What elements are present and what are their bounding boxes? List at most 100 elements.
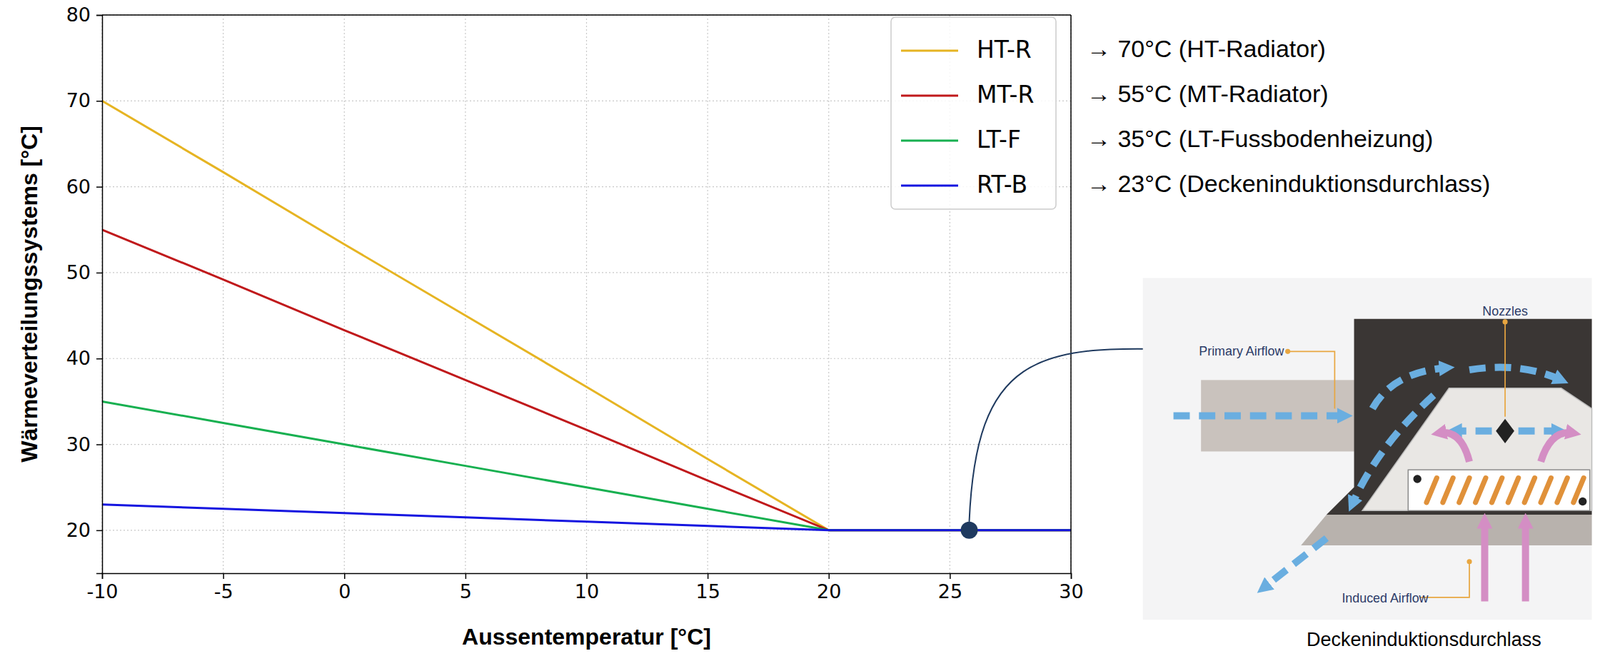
grid-line-y	[102, 358, 1071, 360]
legend-label: RT-B	[976, 170, 1028, 199]
grid-line-x	[828, 14, 829, 574]
legend-box	[891, 17, 1056, 210]
coil-fin	[1426, 478, 1437, 503]
diagram: Primary AirflowNozzlesInduced Airflow	[1143, 277, 1593, 620]
series-line	[102, 229, 1071, 531]
grid-line-x	[222, 14, 224, 574]
tick-label: 30	[66, 433, 91, 456]
tick-mark	[96, 186, 103, 188]
tick-label: 20	[66, 519, 91, 542]
legend-swatch	[901, 49, 959, 53]
label-leader	[1287, 351, 1336, 409]
leader-dot	[1502, 319, 1508, 325]
series-line	[102, 401, 1071, 530]
coil-fin	[1491, 478, 1502, 503]
induced-arrow	[1522, 521, 1530, 602]
coil-fin	[1507, 478, 1518, 503]
tick: 10	[574, 573, 600, 603]
grid	[102, 14, 1071, 574]
tick: 80	[66, 3, 103, 26]
airflow-arrow	[1173, 411, 1346, 420]
legend: HT-R MT-R LT-F RT-B	[891, 17, 1056, 210]
diagram-background	[1143, 277, 1593, 620]
tick: 60	[66, 175, 103, 198]
tick-mark	[96, 358, 103, 360]
tick: 20	[816, 573, 842, 603]
tick-mark	[1070, 573, 1073, 580]
coil-pipe	[1578, 497, 1587, 506]
grid-line-y	[102, 444, 1071, 445]
highlight-point	[960, 521, 979, 540]
tick: 20	[66, 519, 103, 542]
y-axis-title: Wärmeverteilungssystems [°C]	[16, 125, 43, 463]
coil-fin	[1442, 478, 1453, 503]
label-leader	[1504, 321, 1506, 417]
tick-mark	[465, 573, 467, 580]
tick-mark	[96, 272, 103, 275]
axis-line	[102, 574, 1072, 580]
legend-label: MT-R	[976, 80, 1034, 109]
tick-label: 15	[695, 580, 720, 603]
tick-mark	[96, 444, 103, 446]
housing-inner	[1362, 388, 1593, 512]
airflow-arrow	[1518, 427, 1560, 435]
tick-mark	[96, 530, 103, 532]
coil	[1407, 469, 1590, 511]
tick-label: 20	[816, 580, 842, 603]
tick-label: 25	[938, 580, 963, 603]
coil-fin	[1459, 478, 1470, 503]
tick-mark	[96, 14, 103, 17]
tick-label: 40	[66, 346, 91, 370]
series-line	[102, 504, 1071, 531]
coil-fin	[1540, 478, 1551, 503]
tick-label: -5	[214, 580, 234, 603]
tick: 40	[66, 346, 103, 370]
tick: 5	[459, 573, 472, 603]
grid-line-x	[1070, 14, 1071, 574]
induced-arrow	[1540, 432, 1574, 462]
tick-mark	[222, 573, 225, 580]
tick-label: -10	[86, 580, 118, 603]
plot-frame	[1070, 14, 1072, 574]
tick-mark	[707, 573, 709, 580]
tick-label: 60	[66, 175, 91, 198]
grid-line-y	[102, 272, 1071, 273]
grid-line-x	[586, 14, 587, 574]
tick-label: 50	[66, 261, 91, 284]
annotation: → 55°C (MT-Radiator)	[1086, 79, 1329, 108]
tick: 0	[338, 573, 351, 603]
tick: -5	[214, 573, 234, 603]
y-axis: 20 30 40 50 60 70 80	[66, 3, 103, 574]
tick-label: 5	[459, 580, 472, 603]
tick-label: 70	[66, 89, 91, 112]
legend-swatch	[901, 139, 959, 143]
leader-dot	[1466, 559, 1472, 565]
tick-label: 0	[338, 580, 351, 603]
induced-arrow	[1480, 521, 1488, 602]
diagram-label: Primary Airflow	[1198, 344, 1284, 359]
axis-line	[96, 15, 103, 575]
legend-swatch	[901, 94, 959, 98]
diagram-label: Nozzles	[1482, 304, 1528, 319]
grid-line-x	[707, 14, 709, 574]
airflow-arrow	[1469, 367, 1562, 381]
grid-line-x	[464, 14, 466, 574]
coil-pipe	[1412, 474, 1421, 483]
annotation: → 23°C (Deckeninduktionsdurchlass)	[1086, 169, 1491, 198]
x-axis-title: Aussentemperatur [°C]	[461, 624, 712, 650]
coil-fin	[1557, 478, 1568, 503]
tick-label: 10	[574, 580, 600, 603]
airflow-arrow	[1352, 395, 1434, 505]
tick-mark	[96, 100, 103, 103]
tick-label: 30	[1058, 580, 1084, 603]
legend-label: HT-R	[976, 35, 1032, 64]
coil-fin	[1524, 478, 1535, 503]
grid-line-y	[102, 14, 1071, 15]
legend-label: LT-F	[976, 125, 1021, 154]
annotation: → 35°C (LT-Fussbodenheizung)	[1086, 124, 1433, 153]
tick: -10	[86, 573, 118, 603]
tick: 70	[66, 89, 103, 112]
chart-svg: -10 -5 0 5 10 15 20 25 30 20 30 40 50 60 70 80 Aussentem…	[0, 0, 1600, 666]
induced-arrow	[1438, 432, 1470, 462]
tick: 50	[66, 261, 103, 284]
